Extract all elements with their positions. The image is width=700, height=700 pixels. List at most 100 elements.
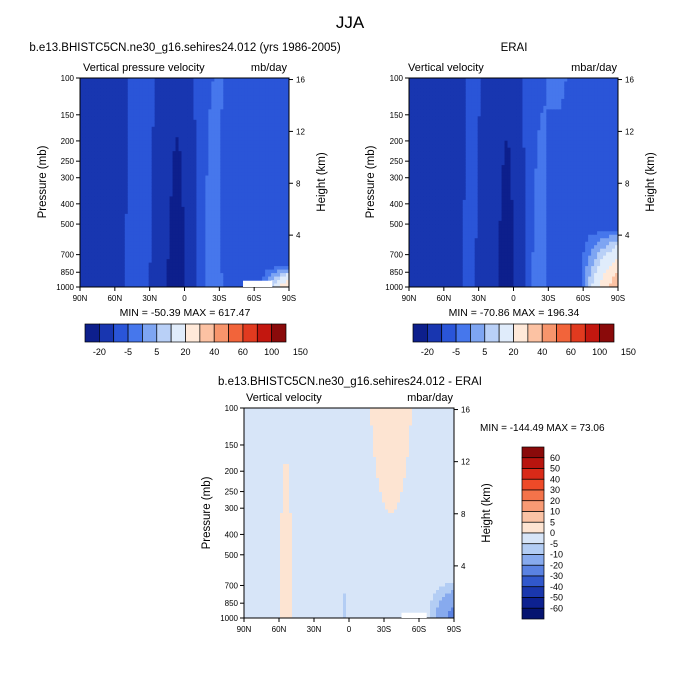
field-cell	[411, 165, 416, 170]
field-cell	[193, 210, 197, 215]
field-cell	[256, 255, 260, 260]
field-cell	[103, 217, 108, 222]
field-cell	[133, 105, 138, 110]
field-cell	[429, 102, 434, 107]
field-cell	[244, 252, 248, 257]
field-cell	[280, 220, 284, 225]
field-cell	[127, 283, 132, 288]
field-cell	[417, 185, 422, 190]
field-cell	[208, 269, 212, 274]
field-cell	[229, 182, 233, 187]
field-cell	[175, 220, 180, 225]
field-cell	[118, 245, 123, 250]
field-cell	[262, 144, 266, 149]
field-cell	[286, 189, 290, 194]
field-cell	[265, 116, 269, 121]
field-cell	[199, 276, 203, 281]
field-cell	[160, 130, 165, 135]
field-cell	[100, 102, 105, 107]
field-cell	[199, 88, 203, 93]
field-cell	[214, 119, 218, 124]
field-cell	[271, 213, 275, 218]
field-cell	[109, 81, 114, 86]
field-cell	[94, 283, 99, 288]
field-cell	[136, 220, 141, 225]
field-cell	[178, 119, 183, 124]
field-cell	[409, 133, 413, 138]
field-cell	[193, 241, 197, 246]
field-cell	[426, 262, 431, 267]
field-cell	[169, 220, 174, 225]
field-cell	[253, 245, 257, 250]
field-cell	[172, 248, 177, 253]
field-cell	[262, 231, 266, 236]
field-cell	[235, 234, 239, 239]
field-cell	[139, 182, 144, 187]
field-cell	[142, 123, 147, 128]
field-cell	[235, 192, 239, 197]
field-cell	[199, 224, 203, 229]
field-cell	[157, 220, 162, 225]
field-cell	[80, 105, 84, 110]
field-cell	[145, 78, 150, 82]
field-cell	[438, 227, 443, 232]
field-cell	[154, 81, 159, 86]
field-cell	[432, 241, 437, 246]
field-cell	[130, 224, 135, 229]
field-cell	[277, 126, 281, 131]
field-cell	[199, 144, 203, 149]
field-cell	[432, 172, 437, 177]
field-cell	[241, 123, 245, 128]
field-cell	[423, 234, 428, 239]
field-cell	[118, 262, 123, 267]
field-cell	[130, 172, 135, 177]
field-cell	[211, 165, 215, 170]
field-cell	[253, 213, 257, 218]
field-cell	[109, 210, 114, 215]
field-cell	[190, 158, 194, 163]
field-cell	[80, 147, 84, 152]
field-cell	[184, 210, 188, 215]
field-cell	[226, 241, 230, 246]
field-cell	[435, 140, 440, 145]
field-cell	[103, 123, 108, 128]
field-cell	[127, 182, 132, 187]
field-cell	[190, 192, 194, 197]
field-cell	[420, 95, 425, 100]
field-cell	[100, 245, 105, 250]
field-cell	[417, 266, 422, 271]
field-cell	[133, 241, 138, 246]
field-cell	[241, 192, 245, 197]
field-cell	[85, 112, 90, 117]
field-cell	[115, 102, 120, 107]
field-cell	[214, 192, 218, 197]
field-cell	[148, 151, 153, 156]
field-cell	[429, 255, 434, 260]
field-cell	[130, 98, 135, 103]
field-cell	[202, 172, 206, 177]
field-cell	[151, 199, 156, 204]
field-cell	[112, 252, 117, 257]
field-cell	[409, 130, 413, 135]
field-cell	[244, 84, 248, 89]
field-cell	[148, 224, 153, 229]
field-cell	[178, 165, 183, 170]
field-cell	[94, 262, 99, 267]
field-cell	[409, 91, 413, 96]
field-cell	[187, 102, 191, 107]
field-cell	[259, 231, 263, 236]
field-cell	[432, 210, 437, 215]
field-cell	[274, 172, 278, 177]
field-cell	[196, 231, 200, 236]
field-cell	[94, 192, 99, 197]
field-cell	[121, 144, 126, 149]
field-cell	[97, 273, 102, 278]
field-cell	[268, 241, 272, 246]
field-cell	[103, 175, 108, 180]
field-cell	[280, 206, 284, 211]
field-cell	[127, 168, 132, 173]
field-cell	[178, 151, 183, 156]
field-cell	[178, 185, 183, 190]
field-cell	[429, 227, 434, 232]
field-cell	[91, 158, 96, 163]
